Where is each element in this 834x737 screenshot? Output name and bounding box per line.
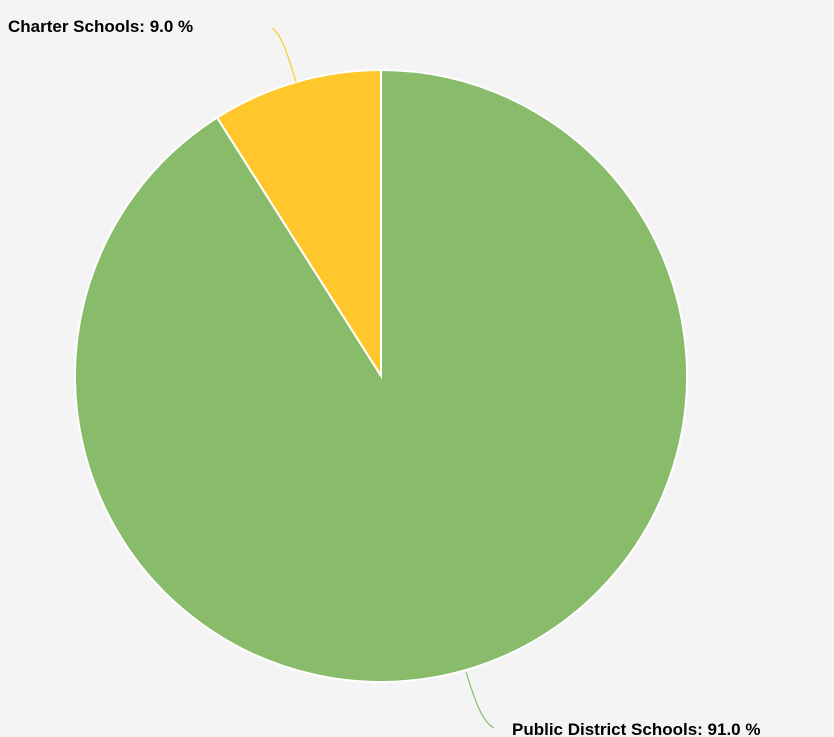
- pie-slice-charter-schools[interactable]: [215, 68, 382, 380]
- pie-slice-public-district-schools[interactable]: [74, 68, 688, 683]
- data-label-charter-schools: Charter Schools: 9.0 %: [8, 17, 193, 36]
- pie-slices: [74, 68, 688, 683]
- leader-line-public: [465, 671, 495, 729]
- data-label-public-district-schools: Public District Schools: 91.0 %: [512, 720, 760, 737]
- leader-line-charter: [271, 27, 297, 83]
